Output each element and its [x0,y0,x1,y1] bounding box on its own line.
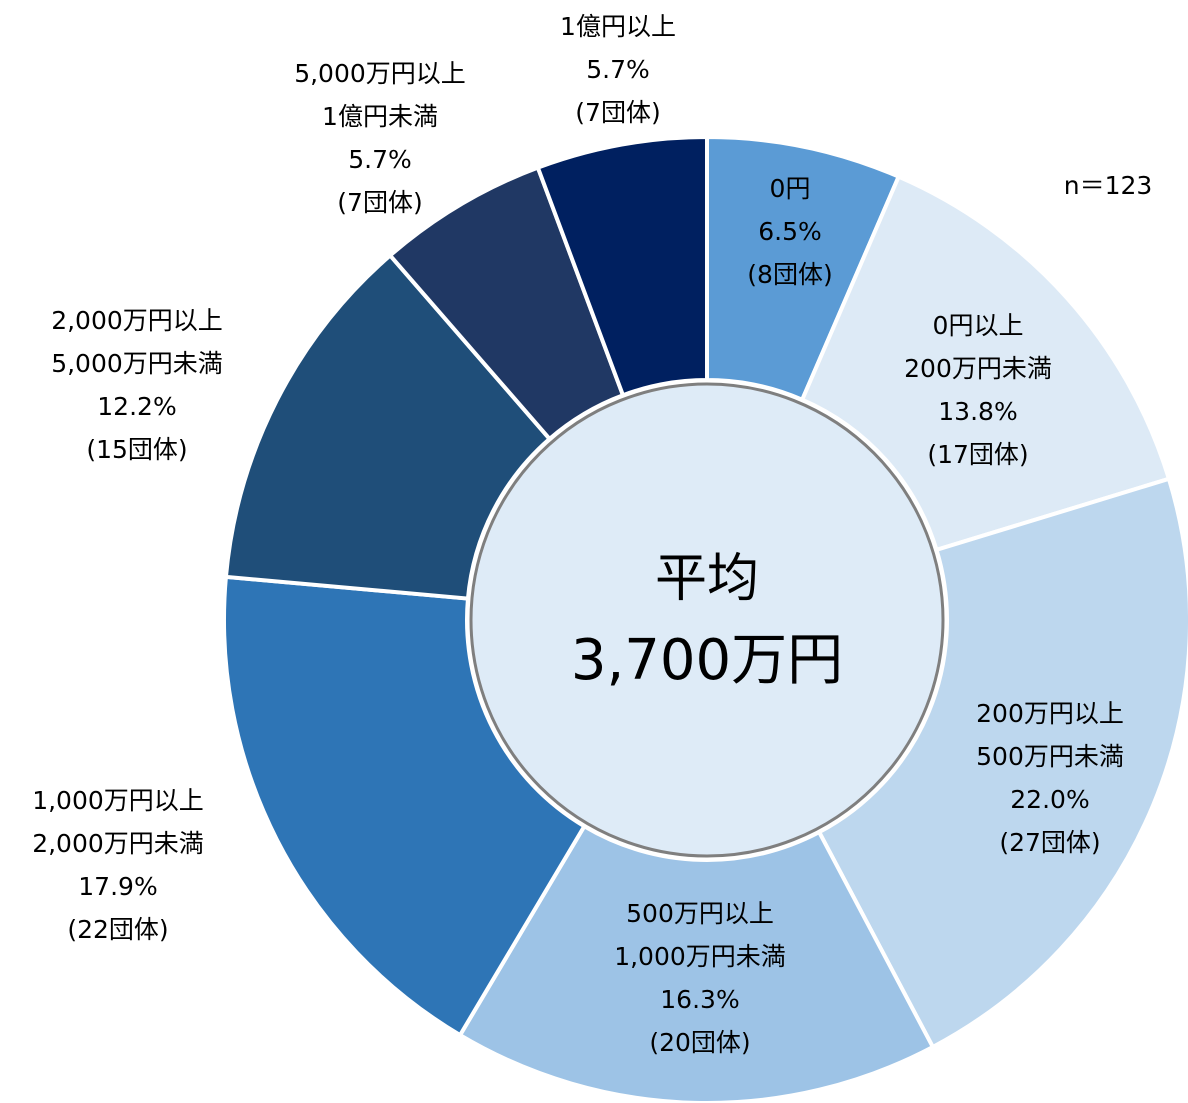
value-label: 6.5% [758,217,822,246]
value-label: 17.9% [78,872,157,901]
slice [457,823,936,1103]
slice-label: 2,000万円未満 [32,829,204,858]
count-label: (27団体) [999,828,1100,857]
value-label: 5.7% [348,145,412,174]
slice-label: 1億円未満 [322,102,438,131]
count-label: (22団体) [67,915,168,944]
slice-label: 1,000万円以上 [32,786,204,815]
slice-label: 200万円未満 [904,354,1052,383]
value-label: 22.0% [1010,785,1089,814]
slice-label: 5,000万円以上 [294,59,466,88]
slice-label: 1,000万円未満 [614,942,786,971]
slice [535,134,709,398]
value-label: 13.8% [938,397,1017,426]
slice-label: 0円以上 [933,311,1024,340]
value-label: 5.7% [586,55,650,84]
count-label: (20団体) [649,1028,750,1057]
center-value: 3,700万円 [571,628,843,693]
annotation: n＝123 [1064,171,1153,200]
slice-label: 1億円以上 [560,12,676,41]
count-label: (8団体) [747,260,832,289]
count-label: (7団体) [337,188,422,217]
slice-label: 0円 [770,174,811,203]
slice [222,574,588,1038]
slice [223,252,553,601]
slice [799,174,1172,553]
value-label: 16.3% [660,985,739,1014]
slice-label: 2,000万円以上 [51,306,223,335]
slice-label: 200万円以上 [976,699,1124,728]
slice-label: 500万円未満 [976,742,1124,771]
slice-label: 500万円以上 [626,899,774,928]
count-label: (15団体) [86,435,187,464]
count-label: (17団体) [927,440,1028,469]
center-hole [469,382,945,858]
slice-label: 5,000万円未満 [51,349,223,378]
center-title: 平均 [655,549,759,609]
count-label: (7団体) [575,98,660,127]
value-label: 12.2% [97,392,176,421]
